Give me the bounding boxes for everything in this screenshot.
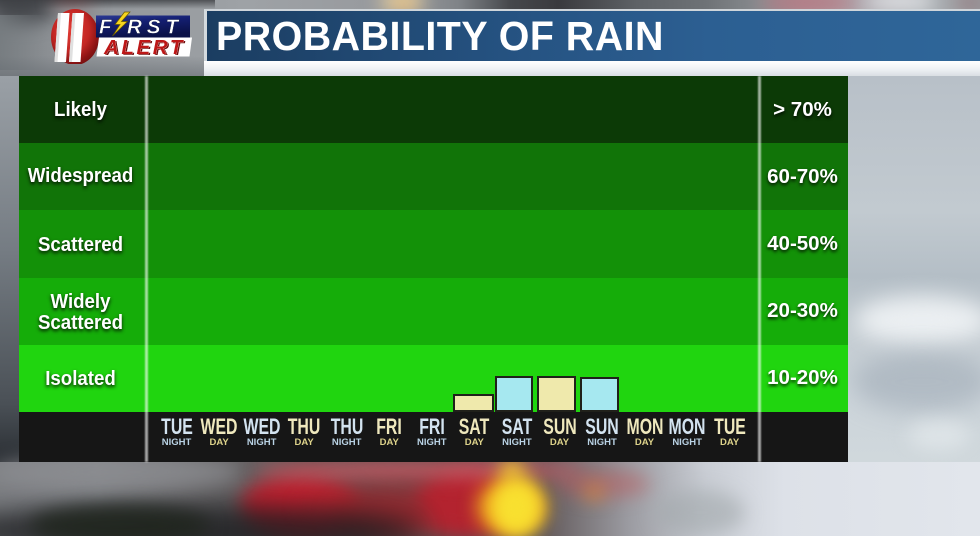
svg-text:RST: RST [127, 16, 183, 39]
svg-text:ALERT: ALERT [103, 36, 185, 59]
svg-text:ALERT: ALERT [105, 37, 187, 60]
svg-text:F: F [99, 16, 112, 39]
